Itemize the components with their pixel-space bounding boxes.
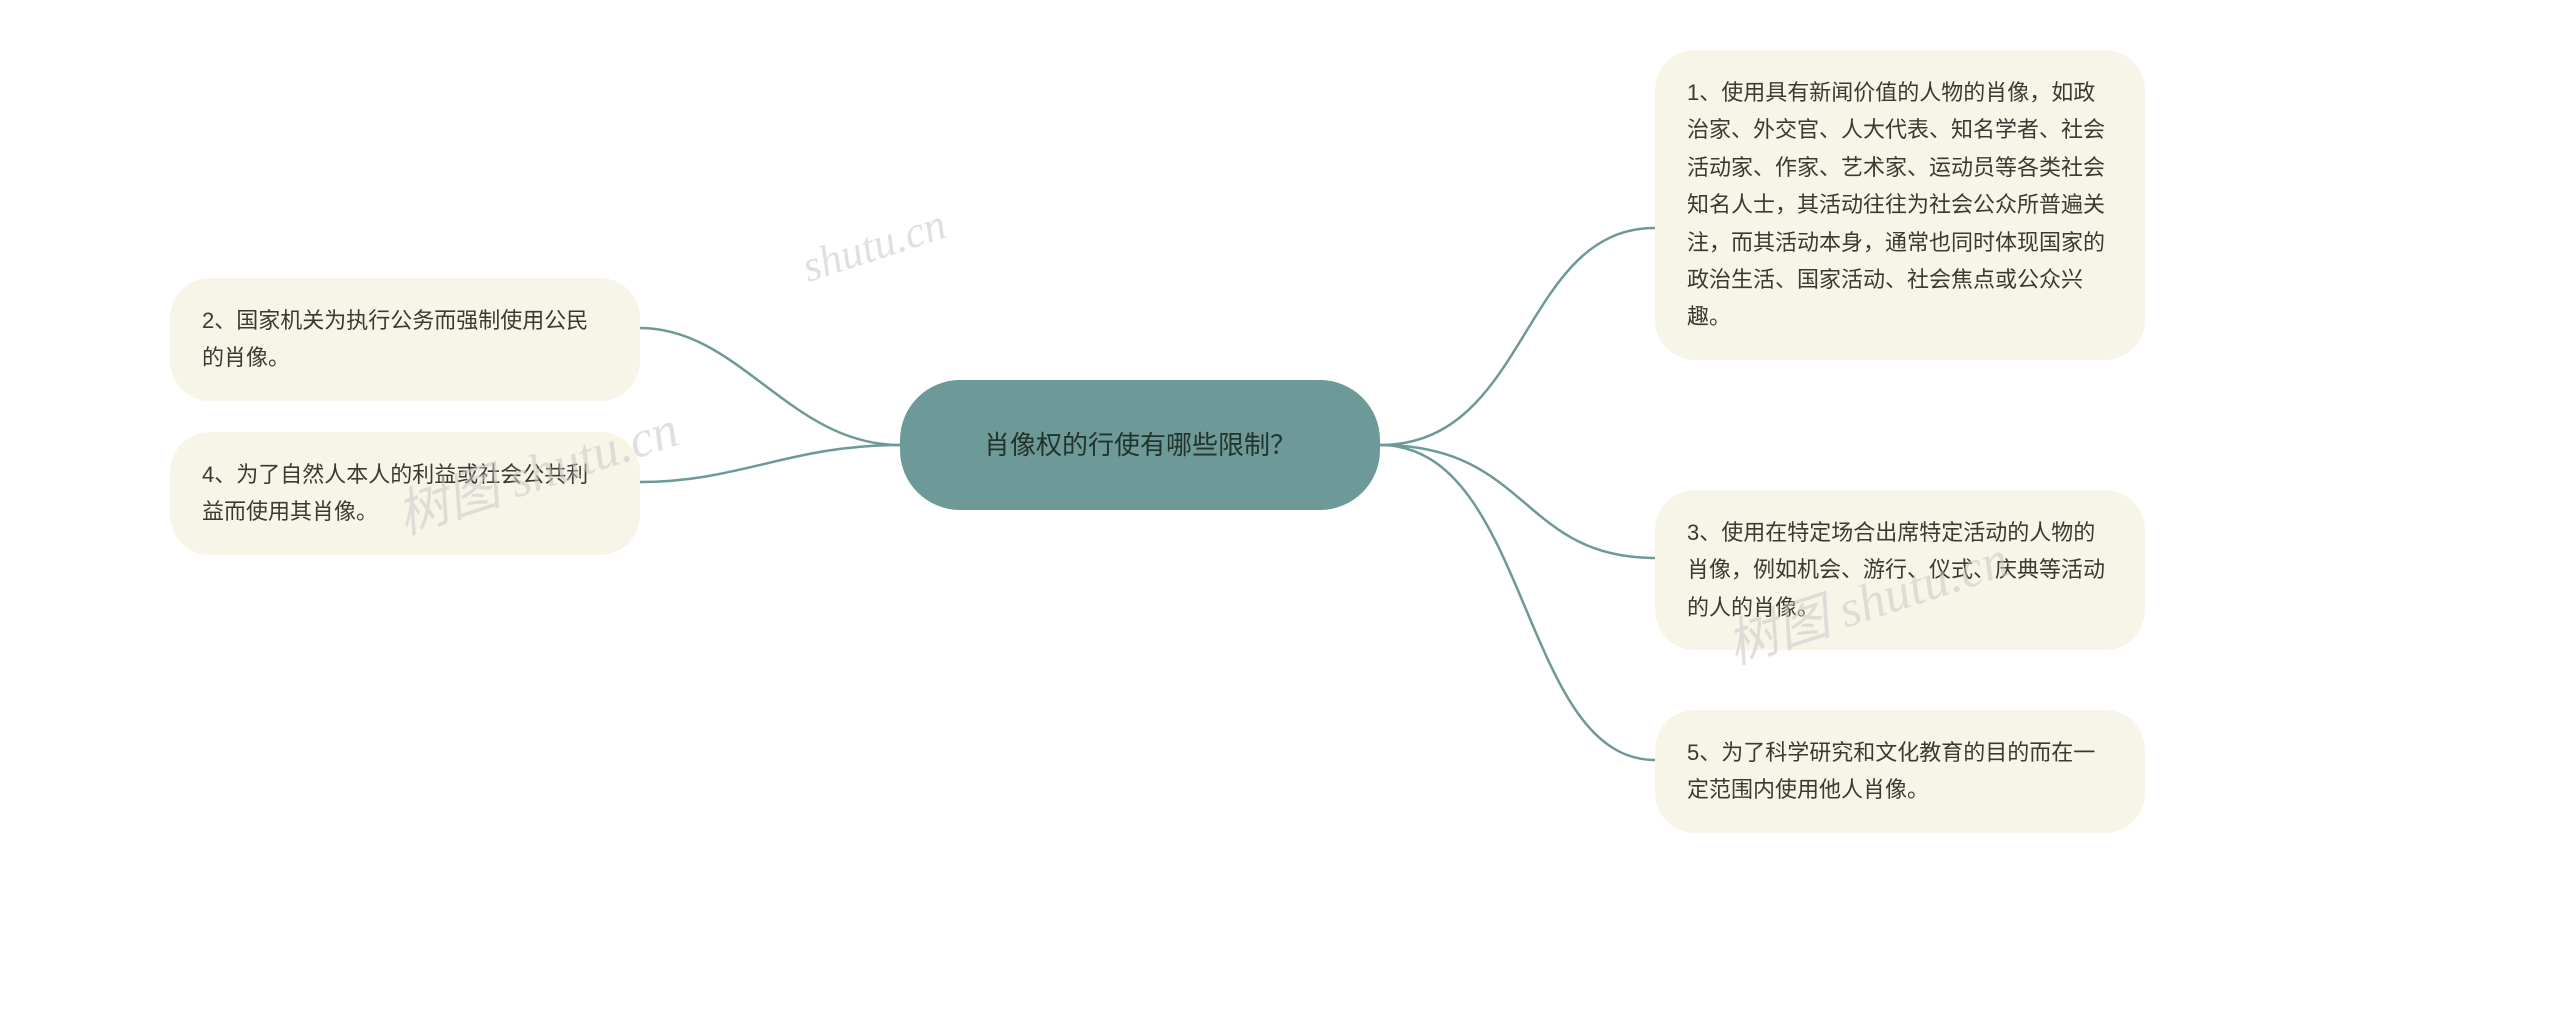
leaf-text: 5、为了科学研究和文化教育的目的而在一定范围内使用他人肖像。 — [1687, 740, 2095, 802]
leaf-text: 4、为了自然人本人的利益或社会公共利益而使用其肖像。 — [202, 462, 588, 524]
leaf-text: 3、使用在特定场合出席特定活动的人物的肖像，例如机会、游行、仪式、庆典等活动的人… — [1687, 520, 2105, 620]
watermark-2: shutu.cn — [796, 198, 952, 292]
leaf-node-left-1: 2、国家机关为执行公务而强制使用公民的肖像。 — [170, 278, 640, 401]
leaf-text: 2、国家机关为执行公务而强制使用公民的肖像。 — [202, 308, 588, 370]
leaf-node-left-2: 4、为了自然人本人的利益或社会公共利益而使用其肖像。 — [170, 432, 640, 555]
leaf-text: 1、使用具有新闻价值的人物的肖像，如政治家、外交官、人大代表、知名学者、社会活动… — [1687, 80, 2105, 329]
leaf-node-right-1: 1、使用具有新闻价值的人物的肖像，如政治家、外交官、人大代表、知名学者、社会活动… — [1655, 50, 2145, 360]
central-node: 肖像权的行使有哪些限制？ — [900, 380, 1380, 510]
leaf-node-right-2: 3、使用在特定场合出席特定活动的人物的肖像，例如机会、游行、仪式、庆典等活动的人… — [1655, 490, 2145, 650]
leaf-node-right-3: 5、为了科学研究和文化教育的目的而在一定范围内使用他人肖像。 — [1655, 710, 2145, 833]
central-node-text: 肖像权的行使有哪些限制？ — [984, 423, 1296, 467]
